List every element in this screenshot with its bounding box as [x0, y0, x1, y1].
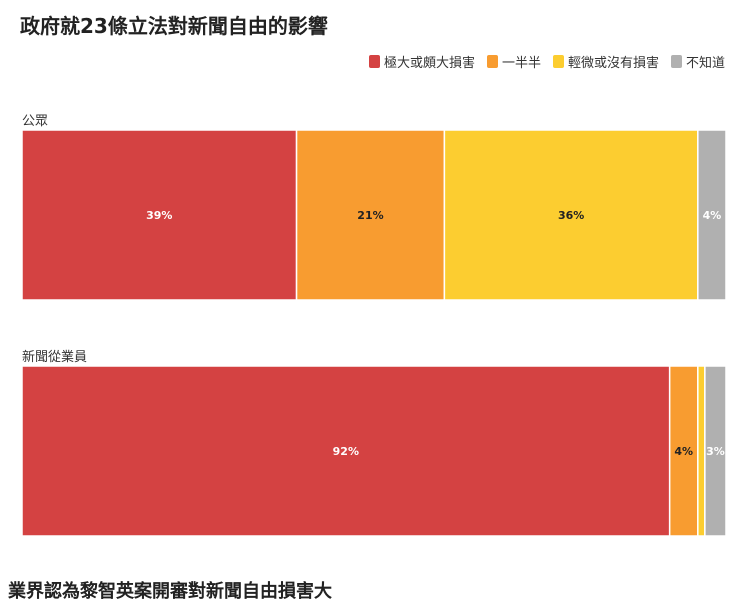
legend-swatch-severe — [368, 55, 380, 68]
data-label-public-minor: 36% — [558, 209, 584, 222]
legend-swatch-unknown — [670, 55, 682, 68]
legend-label-minor: 輕微或沒有損害 — [567, 56, 659, 71]
data-label-public-severe: 39% — [146, 209, 172, 222]
legend-item-unknown: 不知道 — [670, 52, 725, 71]
data-label-public-unknown: 4% — [703, 209, 722, 222]
legend-item-minor: 輕微或沒有損害 — [552, 52, 659, 71]
bar-segment-journalists-half — [668, 365, 699, 537]
legend-item-half: 一半半 — [486, 52, 541, 71]
category-label-journalists: 新聞從業員 — [22, 350, 88, 365]
data-label-journalists-unknown: 3% — [706, 445, 725, 458]
legend-swatch-half — [486, 55, 498, 68]
data-label-public-half: 21% — [357, 209, 383, 222]
bar-segment-public-minor — [443, 129, 699, 301]
bar-segment-journalists-minor — [697, 365, 706, 537]
legend-label-unknown: 不知道 — [685, 56, 725, 71]
legend-label-severe: 極大或頗大損害 — [383, 56, 475, 71]
bar-segment-journalists-unknown — [704, 365, 727, 537]
legend-swatch-minor — [552, 55, 564, 68]
bar-segment-public-severe — [21, 129, 298, 301]
bar-segment-journalists-severe — [21, 365, 671, 537]
legend-item-severe: 極大或頗大損害 — [368, 52, 475, 71]
data-label-journalists-severe: 92% — [333, 445, 359, 458]
legend-label-half: 一半半 — [501, 56, 541, 71]
chart-title: 政府就23條立法對新聞自由的影響 — [20, 14, 328, 38]
caption-text: 業界認為黎智英案開審對新聞自由損害大 — [8, 581, 332, 602]
chart-legend: 極大或頗大損害 一半半 輕微或沒有損害 不知道 — [368, 52, 725, 71]
stacked-bar-chart: 39% 21% 36% 4% 92% 4% 3% — [21, 129, 727, 537]
category-label-public: 公眾 — [22, 114, 49, 129]
bar-segment-public-unknown — [697, 129, 727, 301]
bar-segment-public-half — [295, 129, 446, 301]
data-label-journalists-half: 4% — [674, 445, 693, 458]
